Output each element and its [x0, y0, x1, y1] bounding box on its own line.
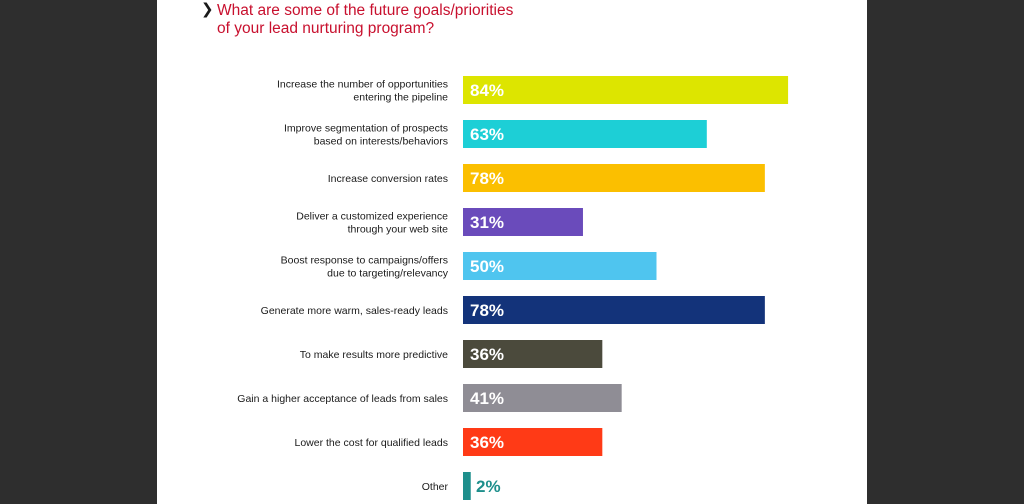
value-label: 31%	[470, 213, 504, 232]
category-label: through your web site	[348, 224, 449, 236]
category-label: entering the pipeline	[353, 92, 448, 104]
bar	[463, 252, 657, 280]
bar	[463, 340, 603, 368]
value-label: 36%	[470, 433, 504, 452]
bar-group: 36% To make results more predictive	[300, 340, 603, 368]
value-label: 2%	[476, 477, 501, 496]
bar	[463, 120, 707, 148]
value-label: 50%	[470, 257, 504, 276]
bar	[463, 428, 603, 456]
category-label: based on interests/behaviors	[314, 136, 448, 148]
category-label: Deliver a customized experience	[296, 211, 448, 223]
bar	[463, 384, 622, 412]
category-label: Lower the cost for qualified leads	[294, 437, 448, 449]
chevron-right-icon: ❯	[201, 1, 214, 18]
bar	[463, 472, 471, 500]
chart-title: ❯ What are some of the future goals/prio…	[201, 1, 617, 38]
category-label: Increase the number of opportunities	[277, 79, 448, 91]
value-label: 36%	[470, 345, 504, 364]
bar-group: 2% Other	[422, 472, 501, 500]
value-label: 41%	[470, 389, 504, 408]
chart-title-line-2: of your lead nurturing program?	[217, 20, 435, 37]
bar-group: 63% Improve segmentation of prospectsbase…	[284, 120, 707, 148]
bar-group: 78% Increase conversion rates	[328, 164, 765, 192]
value-label: 63%	[470, 125, 504, 144]
value-label: 78%	[470, 169, 504, 188]
report-page: ❯ What are some of the future goals/prio…	[157, 0, 867, 504]
category-label: To make results more predictive	[300, 349, 448, 361]
chart-title-line-1: What are some of the future goals/priori…	[217, 2, 514, 19]
category-label: Gain a higher acceptance of leads from s…	[237, 393, 448, 405]
bar	[463, 164, 765, 192]
category-label: Improve segmentation of prospects	[284, 123, 448, 135]
category-label: Increase conversion rates	[328, 173, 448, 185]
bar-group: 41% Gain a higher acceptance of leads fro…	[237, 384, 622, 412]
bar-group: 50% Boost response to campaigns/offersdue…	[281, 252, 657, 280]
category-label: due to targeting/relevancy	[327, 268, 449, 280]
value-label: 84%	[470, 81, 504, 100]
bar	[463, 296, 765, 324]
category-label: Generate more warm, sales-ready leads	[261, 305, 448, 317]
bar-group: 78% Generate more warm, sales-ready leads	[261, 296, 765, 324]
value-label: 78%	[470, 301, 504, 320]
bar-group: 36% Lower the cost for qualified leads	[294, 428, 603, 456]
bar	[463, 208, 583, 236]
bar	[463, 76, 789, 104]
category-label: Other	[422, 481, 449, 493]
bar-chart: 84% Increase the number of opportunitiese…	[237, 76, 789, 500]
bar-group: 31% Deliver a customized experiencethroug…	[296, 208, 583, 236]
category-label: Boost response to campaigns/offers	[281, 255, 448, 267]
bar-group: 84% Increase the number of opportunitiese…	[277, 76, 789, 104]
